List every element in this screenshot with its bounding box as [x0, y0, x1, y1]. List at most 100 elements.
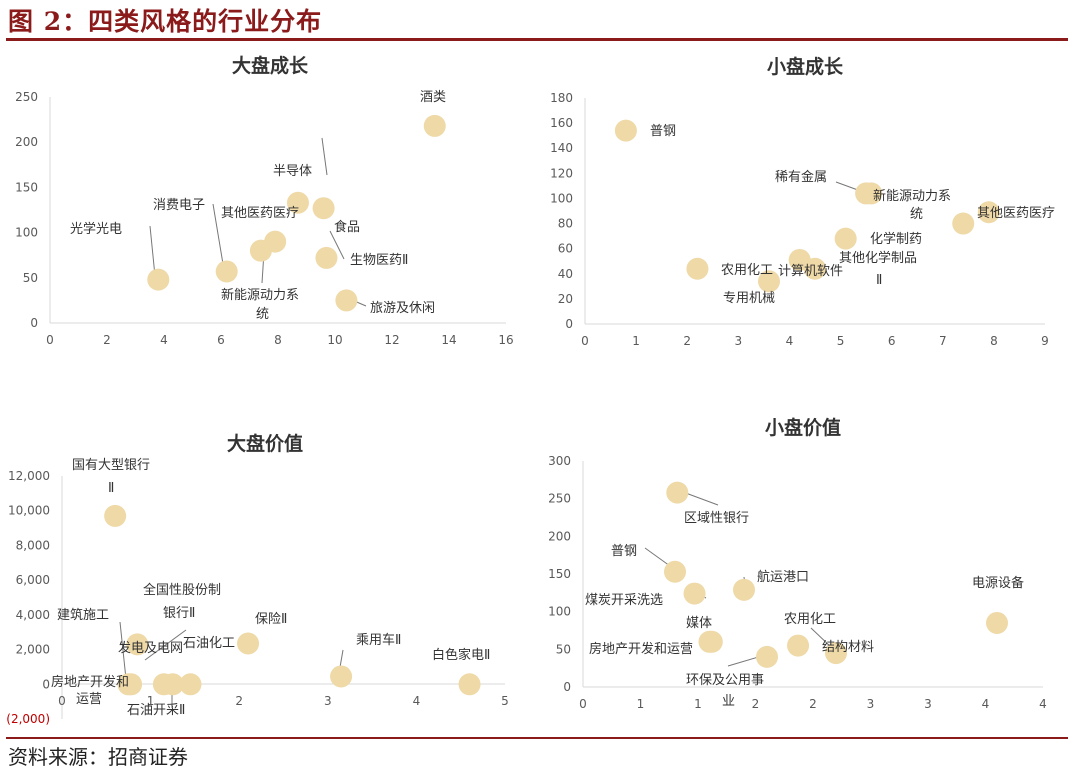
- point-label: 乘用车Ⅱ: [356, 632, 401, 648]
- y-tick-label: 160: [550, 116, 573, 130]
- point-label: 保险Ⅱ: [255, 612, 287, 627]
- point-label: 统: [256, 307, 269, 322]
- x-tick-label: 0: [46, 333, 54, 347]
- point-label: 白色家电Ⅱ: [432, 647, 490, 663]
- x-tick-label: 2: [235, 694, 243, 708]
- point-label: 新能源动力系: [873, 188, 951, 204]
- point-label: 全国性股份制: [143, 582, 221, 598]
- leader-line: [119, 621, 127, 680]
- x-tick-label: 3: [924, 697, 932, 711]
- data-point: [787, 634, 810, 657]
- data-point: [126, 633, 149, 656]
- x-tick-label: 16: [498, 333, 513, 347]
- x-tick-label: 14: [441, 333, 456, 347]
- x-tick-label: 1: [694, 697, 702, 711]
- data-point: [335, 289, 358, 312]
- point-label: Ⅱ: [876, 273, 882, 288]
- data-point: [664, 560, 686, 583]
- point-label: 房地产开发和运营: [589, 641, 693, 657]
- x-tick-label: 4: [160, 333, 168, 347]
- data-point: [952, 212, 975, 235]
- point-label: 光学光电: [70, 221, 122, 237]
- x-tick-label: 3: [735, 334, 743, 348]
- x-tick-label: 1: [147, 694, 155, 708]
- data-point: [264, 230, 287, 253]
- chart-title: 小盘价值: [765, 416, 841, 439]
- x-tick-label: 6: [888, 334, 896, 348]
- x-tick-label: 4: [413, 694, 421, 708]
- data-point: [686, 257, 709, 280]
- y-tick-label: 0: [565, 317, 573, 331]
- y-tick-label: 100: [550, 191, 573, 205]
- point-label: 化学制药: [870, 231, 922, 247]
- x-tick-label: 10: [327, 333, 342, 347]
- data-point: [147, 268, 170, 291]
- point-label: 区域性银行: [684, 511, 749, 526]
- point-label: 普钢: [611, 544, 637, 559]
- y-tick-label: 140: [550, 141, 573, 155]
- point-label: 其他医药医疗: [977, 206, 1055, 221]
- point-label: 生物医药Ⅱ: [350, 253, 408, 268]
- leader-line: [682, 491, 719, 506]
- data-point: [315, 246, 338, 269]
- data-point: [215, 260, 238, 283]
- data-point: [330, 665, 353, 688]
- data-point: [614, 119, 637, 142]
- point-label: 普钢: [650, 124, 676, 139]
- data-point: [788, 248, 811, 271]
- point-label: 专用机械: [723, 291, 775, 306]
- data-point: [986, 611, 1008, 634]
- point-label: 计算机软件: [778, 264, 843, 279]
- y-tick-label: 40: [558, 267, 573, 281]
- x-tick-label: 0: [581, 334, 589, 348]
- y-tick-label: 0: [30, 316, 38, 330]
- point-label: 农用化工: [721, 263, 773, 278]
- x-tick-label: 7: [939, 334, 947, 348]
- point-label: 其他医药医疗: [221, 206, 299, 221]
- data-point: [758, 270, 780, 293]
- data-point: [423, 114, 446, 137]
- point-label: 房地产开发和: [51, 674, 129, 690]
- leader-line: [144, 629, 187, 661]
- figure-title: 图 2：四类风格的行业分布: [8, 7, 323, 36]
- source-note: 资料来源：招商证券: [8, 745, 188, 769]
- leader-line: [149, 225, 156, 277]
- point-label: 石油化工: [183, 636, 235, 651]
- y-tick-label: 4,000: [16, 608, 50, 622]
- point-label: 结构材料: [822, 640, 874, 655]
- y-tick-label: 0: [563, 680, 571, 694]
- point-label: 建筑施工: [57, 607, 109, 623]
- chart-title: 大盘成长: [232, 54, 309, 77]
- point-label: 半导体: [273, 164, 312, 179]
- point-label: 电源设备: [972, 575, 1024, 591]
- point-label: 媒体: [686, 616, 712, 631]
- y-tick-label: 200: [15, 135, 38, 149]
- y-tick-label: 60: [558, 242, 573, 256]
- data-point: [756, 645, 778, 668]
- x-tick-label: 8: [990, 334, 998, 348]
- data-point: [458, 673, 481, 696]
- point-label: 石油开采Ⅱ: [127, 703, 185, 718]
- y-tick-label: 20: [558, 292, 573, 306]
- point-label: 统: [910, 207, 923, 222]
- chart-title: 大盘价值: [227, 432, 303, 455]
- x-tick-label: 4: [786, 334, 794, 348]
- x-tick-label: 5: [837, 334, 845, 348]
- point-label: 银行Ⅱ: [163, 606, 195, 621]
- title-rule: [6, 38, 1068, 41]
- point-label: 其他化学制品: [839, 250, 917, 266]
- y-tick-label: 100: [15, 226, 38, 240]
- data-point: [312, 197, 335, 220]
- x-tick-label: 12: [384, 333, 399, 347]
- y-tick-label: 300: [548, 454, 571, 468]
- y-tick-label: 100: [548, 605, 571, 619]
- data-point: [104, 504, 127, 527]
- x-tick-label: 2: [752, 697, 760, 711]
- point-label: 农用化工: [784, 612, 836, 627]
- x-tick-label: 9: [1041, 334, 1049, 348]
- point-label: 业: [722, 694, 735, 709]
- leader-line: [321, 137, 328, 176]
- point-label: 航运港口: [757, 569, 809, 585]
- point-label: 发电及电网: [118, 640, 183, 656]
